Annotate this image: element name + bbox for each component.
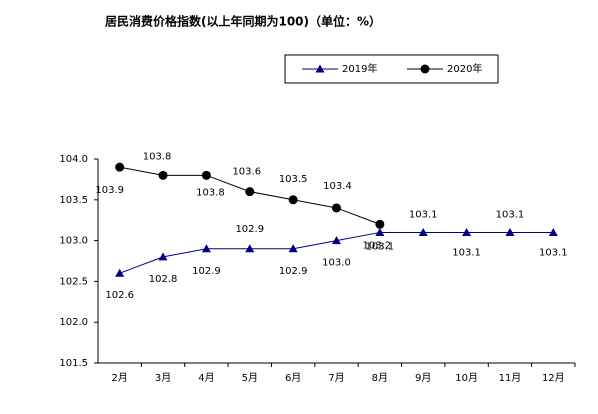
data-label: 103.2 xyxy=(363,240,392,251)
data-point xyxy=(115,268,125,277)
legend-marker xyxy=(315,64,325,73)
data-label: 103.1 xyxy=(539,247,568,258)
legend-label: 2020年 xyxy=(447,62,482,75)
x-tick-label: 10月 xyxy=(455,372,478,384)
data-label: 103.0 xyxy=(322,258,351,269)
y-tick-label: 102.5 xyxy=(59,276,88,287)
x-tick-label: 12月 xyxy=(542,372,565,384)
data-label: 103.9 xyxy=(95,185,124,196)
data-label: 102.9 xyxy=(192,266,221,277)
x-tick-label: 6月 xyxy=(285,372,301,384)
data-point xyxy=(158,252,168,261)
legend-box xyxy=(284,54,499,84)
data-label: 102.8 xyxy=(149,274,178,285)
data-point xyxy=(288,244,298,253)
x-tick-label: 9月 xyxy=(415,372,431,384)
y-tick-label: 103.0 xyxy=(59,236,88,247)
y-tick-label: 101.5 xyxy=(59,358,88,369)
x-tick-label: 5月 xyxy=(242,372,258,384)
data-point xyxy=(201,244,211,253)
x-tick-label: 11月 xyxy=(499,372,522,384)
legend-label: 2019年 xyxy=(342,62,377,75)
data-label: 102.9 xyxy=(279,266,308,277)
data-point xyxy=(245,244,255,253)
data-label: 103.8 xyxy=(143,151,172,162)
y-tick-label: 104.0 xyxy=(59,154,88,165)
data-point xyxy=(418,227,428,236)
data-label: 102.6 xyxy=(105,290,134,301)
data-point xyxy=(288,195,298,205)
y-tick-label: 103.5 xyxy=(59,195,88,206)
x-tick-label: 2月 xyxy=(111,372,127,384)
data-point xyxy=(332,236,341,245)
data-label: 103.1 xyxy=(496,209,525,220)
y-tick-label: 102.0 xyxy=(59,317,88,328)
data-label: 103.1 xyxy=(409,209,438,220)
data-label: 103.5 xyxy=(279,174,308,185)
data-point xyxy=(201,170,211,180)
data-label: 103.1 xyxy=(452,247,481,258)
data-point xyxy=(332,203,341,213)
x-tick-label: 4月 xyxy=(198,372,214,384)
legend-marker xyxy=(420,64,430,74)
x-tick-label: 3月 xyxy=(155,372,171,384)
data-point xyxy=(548,227,558,236)
data-point xyxy=(245,187,255,197)
chart-title: 居民消费价格指数(以上年同期为100)（单位：%） xyxy=(105,14,381,29)
x-tick-label: 7月 xyxy=(328,372,344,384)
data-point xyxy=(158,170,168,180)
x-tick-label: 8月 xyxy=(372,372,388,384)
data-point xyxy=(462,227,472,236)
data-label: 103.8 xyxy=(196,187,225,198)
data-point xyxy=(375,219,385,229)
data-point xyxy=(375,227,385,236)
data-label: 103.6 xyxy=(232,167,261,178)
data-point xyxy=(115,162,125,172)
data-label: 103.1 xyxy=(366,241,395,252)
data-label: 102.9 xyxy=(235,224,264,235)
data-label: 103.4 xyxy=(323,181,352,192)
data-point xyxy=(505,227,515,236)
